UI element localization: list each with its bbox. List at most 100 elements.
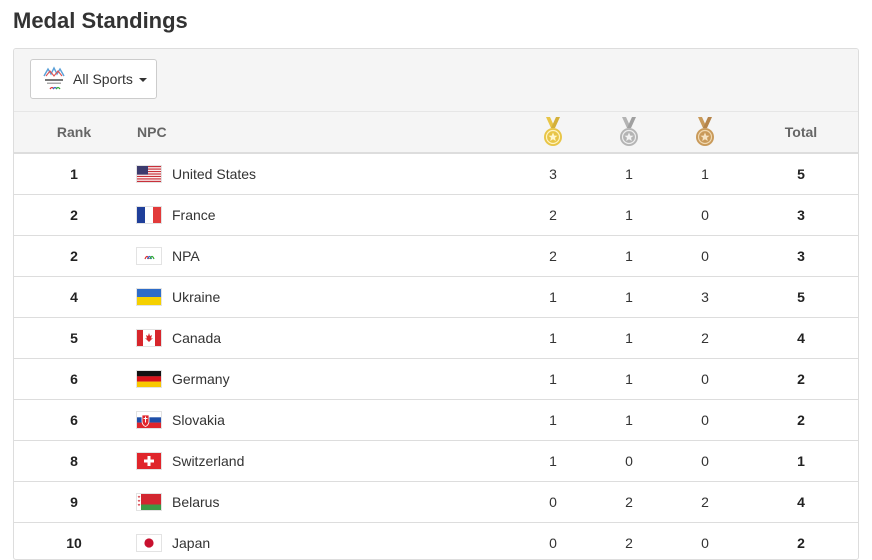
gold-count: 1 <box>549 412 557 428</box>
us-flag-icon <box>137 166 161 182</box>
npc-name[interactable]: NPA <box>172 248 200 264</box>
gold-count: 0 <box>549 535 557 551</box>
table-row[interactable]: 9 Belarus 0 2 2 4 <box>14 482 858 523</box>
medal-standings-panel: All Sports Rank NPC <box>13 48 859 560</box>
total-count: 2 <box>797 412 805 428</box>
table-row[interactable]: 1 United States 3 1 1 5 <box>14 154 858 195</box>
sport-filter-label: All Sports <box>73 71 133 87</box>
npc-name[interactable]: Canada <box>172 330 222 346</box>
total-count: 3 <box>797 248 805 264</box>
npc-name[interactable]: France <box>172 207 216 223</box>
header-bronze[interactable] <box>675 112 735 152</box>
bronze-count: 2 <box>701 330 709 346</box>
npc-name[interactable]: Ukraine <box>172 289 221 305</box>
header-total[interactable]: Total <box>784 124 818 140</box>
ua-flag-icon <box>137 289 161 305</box>
fr-flag-icon <box>137 207 161 223</box>
rank-cell: 6 <box>70 371 78 387</box>
bronze-medal-icon <box>696 117 714 146</box>
rank-cell: 10 <box>66 535 82 551</box>
total-count: 4 <box>797 494 805 510</box>
npc-name[interactable]: Japan <box>172 535 211 551</box>
rank-cell: 8 <box>70 453 78 469</box>
npc-cell[interactable]: Belarus <box>137 482 437 522</box>
silver-count: 1 <box>625 248 633 264</box>
sk-flag-icon <box>137 412 161 428</box>
jp-flag-icon <box>137 535 161 551</box>
bronze-count: 0 <box>701 248 709 264</box>
table-row[interactable]: 2 NPA 2 1 0 3 <box>14 236 858 277</box>
total-count: 5 <box>797 289 805 305</box>
gold-count: 1 <box>549 330 557 346</box>
ch-flag-icon <box>137 453 161 469</box>
total-count: 2 <box>797 535 805 551</box>
paralympic-games-logo-icon <box>43 66 65 90</box>
npc-cell[interactable]: Japan <box>137 523 437 559</box>
npc-cell[interactable]: NPA <box>137 236 437 276</box>
rank-cell: 1 <box>70 166 78 182</box>
rank-cell: 5 <box>70 330 78 346</box>
header-gold[interactable] <box>523 112 583 152</box>
rank-cell: 2 <box>70 207 78 223</box>
silver-medal-icon <box>620 117 638 146</box>
total-count: 3 <box>797 207 805 223</box>
header-npc[interactable]: NPC <box>137 124 167 140</box>
total-count: 2 <box>797 371 805 387</box>
table-row[interactable]: 6 Germany 1 1 0 2 <box>14 359 858 400</box>
rank-cell: 2 <box>70 248 78 264</box>
table-row[interactable]: 2 France 2 1 0 3 <box>14 195 858 236</box>
npc-name[interactable]: Germany <box>172 371 230 387</box>
bronze-count: 0 <box>701 207 709 223</box>
gold-count: 1 <box>549 371 557 387</box>
bronze-count: 3 <box>701 289 709 305</box>
npc-cell[interactable]: Slovakia <box>137 400 437 440</box>
npc-cell[interactable]: France <box>137 195 437 235</box>
bronze-count: 0 <box>701 453 709 469</box>
de-flag-icon <box>137 371 161 387</box>
bronze-count: 0 <box>701 535 709 551</box>
table-row[interactable]: 6 Slovakia 1 1 0 2 <box>14 400 858 441</box>
table-header: Rank NPC Total <box>14 112 858 154</box>
total-count: 4 <box>797 330 805 346</box>
filter-toolbar: All Sports <box>14 49 858 112</box>
page-title: Medal Standings <box>13 8 188 33</box>
silver-count: 1 <box>625 207 633 223</box>
gold-count: 1 <box>549 453 557 469</box>
npa-flag-icon <box>137 248 161 264</box>
caret-down-icon <box>138 78 147 82</box>
npc-name[interactable]: Belarus <box>172 494 220 510</box>
npc-cell[interactable]: Germany <box>137 359 437 399</box>
silver-count: 0 <box>625 453 633 469</box>
npc-cell[interactable]: United States <box>137 154 437 194</box>
gold-count: 3 <box>549 166 557 182</box>
table-row[interactable]: 4 Ukraine 1 1 3 5 <box>14 277 858 318</box>
sport-filter-dropdown[interactable]: All Sports <box>30 59 157 99</box>
table-row[interactable]: 8 Switzerland 1 0 0 1 <box>14 441 858 482</box>
gold-count: 2 <box>549 248 557 264</box>
silver-count: 2 <box>625 535 633 551</box>
silver-count: 1 <box>625 289 633 305</box>
silver-count: 2 <box>625 494 633 510</box>
ca-flag-icon <box>137 330 161 346</box>
table-row[interactable]: 5 Canada 1 1 2 4 <box>14 318 858 359</box>
gold-count: 1 <box>549 289 557 305</box>
header-silver[interactable] <box>599 112 659 152</box>
by-flag-icon <box>137 494 161 510</box>
npc-name[interactable]: United States <box>172 166 257 182</box>
npc-cell[interactable]: Canada <box>137 318 437 358</box>
rank-cell: 6 <box>70 412 78 428</box>
npc-cell[interactable]: Switzerland <box>137 441 437 481</box>
silver-count: 1 <box>625 330 633 346</box>
total-count: 5 <box>797 166 805 182</box>
silver-count: 1 <box>625 412 633 428</box>
table-row[interactable]: 10 Japan 0 2 0 2 <box>14 523 858 559</box>
rank-cell: 4 <box>70 289 78 305</box>
bronze-count: 2 <box>701 494 709 510</box>
bronze-count: 0 <box>701 371 709 387</box>
header-rank[interactable]: Rank <box>56 124 92 140</box>
npc-name[interactable]: Switzerland <box>172 453 245 469</box>
silver-count: 1 <box>625 371 633 387</box>
npc-name[interactable]: Slovakia <box>172 412 225 428</box>
npc-cell[interactable]: Ukraine <box>137 277 437 317</box>
bronze-count: 0 <box>701 412 709 428</box>
